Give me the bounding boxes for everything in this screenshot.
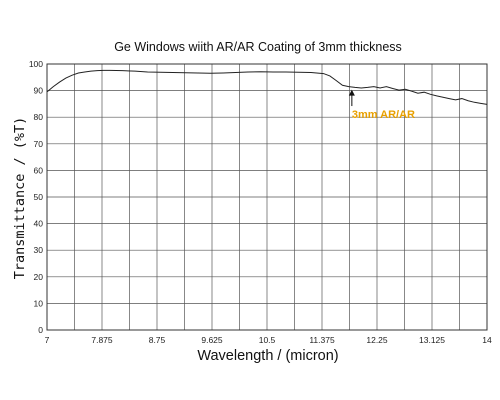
series-line xyxy=(46,69,488,105)
y-tick-label: 0 xyxy=(38,325,43,335)
x-tick-label: 8.75 xyxy=(149,335,166,345)
plot-frame xyxy=(46,63,488,331)
chart-title: Ge Windows wiith AR/AR Coating of 3mm th… xyxy=(114,40,402,54)
y-tick-label: 10 xyxy=(34,298,44,308)
grid xyxy=(46,63,488,331)
annotation-label: 3mm AR/AR xyxy=(352,109,415,121)
y-tick-label: 60 xyxy=(34,165,44,175)
y-tick-label: 30 xyxy=(34,245,44,255)
y-tick-label: 100 xyxy=(29,59,43,69)
x-tick-label: 9.625 xyxy=(201,335,223,345)
x-tick-label: 13.125 xyxy=(419,335,445,345)
x-tick-label: 7.875 xyxy=(91,335,113,345)
annotation: 3mm AR/AR xyxy=(348,89,415,121)
x-tick-label: 14 xyxy=(482,335,492,345)
y-tick-label: 40 xyxy=(34,219,44,229)
y-tick-label: 80 xyxy=(34,112,44,122)
y-axis-ticks: 0 10 20 30 40 50 60 70 80 90 100 xyxy=(29,59,43,335)
x-axis-ticks: 7 7.875 8.75 9.625 10.5 11.375 12.25 13.125 14 xyxy=(45,335,492,345)
x-tick-label: 12.25 xyxy=(366,335,388,345)
y-tick-label: 50 xyxy=(34,192,44,202)
x-tick-label: 11.375 xyxy=(309,335,335,345)
x-axis-label: Wavelength / (micron) xyxy=(197,348,338,364)
y-tick-label: 20 xyxy=(34,272,44,282)
y-axis-label: Transmittance / (%T) xyxy=(12,117,28,280)
x-tick-label: 10.5 xyxy=(259,335,276,345)
annotation-arrow-head xyxy=(348,89,355,96)
x-tick-label: 7 xyxy=(45,335,50,345)
y-tick-label: 90 xyxy=(34,86,44,96)
y-tick-label: 70 xyxy=(34,139,44,149)
